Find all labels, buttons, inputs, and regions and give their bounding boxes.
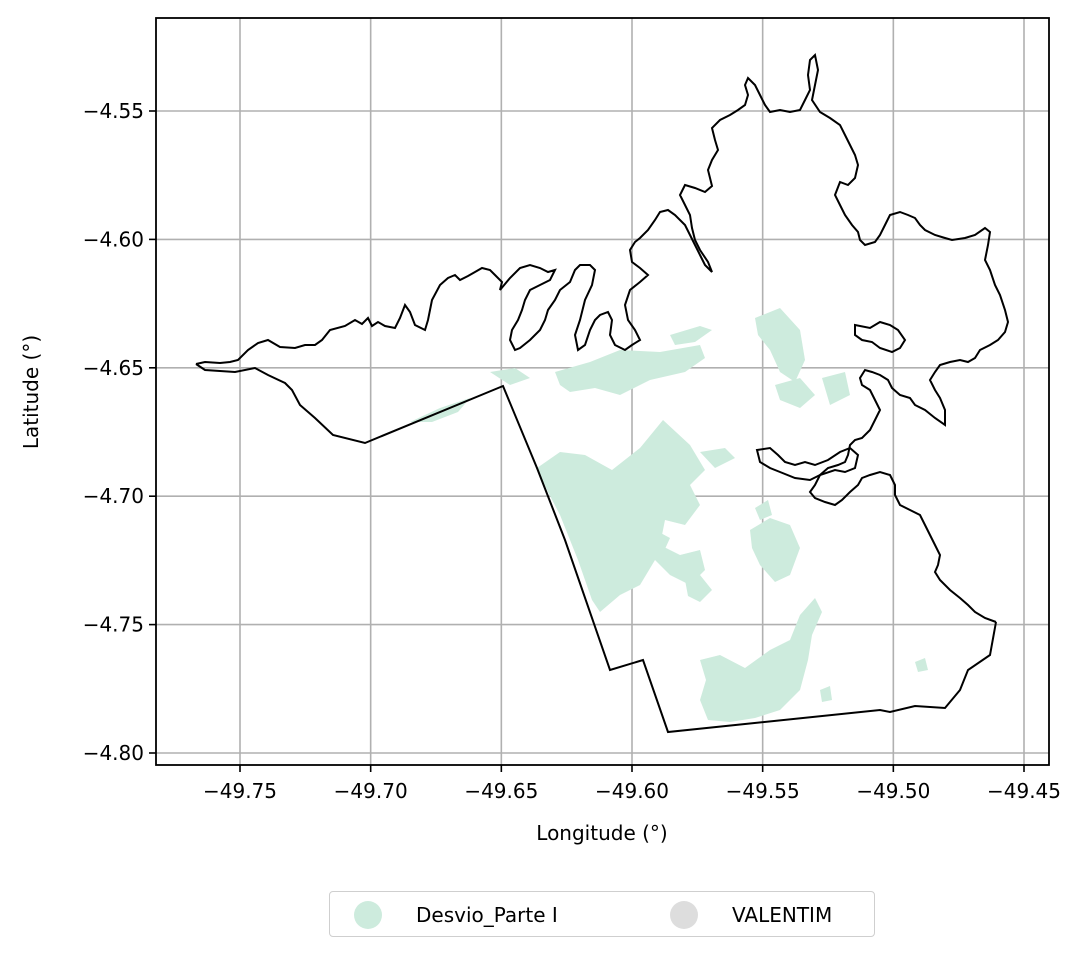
- x-tick-label: −49.45: [987, 779, 1061, 803]
- y-axis-ticks: −4.55 −4.60 −4.65 −4.70 −4.75 −4.80: [83, 99, 156, 765]
- patch-central-lower: [640, 530, 670, 560]
- patch-mid-dots: [700, 448, 735, 468]
- x-tick-label: −49.55: [726, 779, 800, 803]
- boundary-inner-loop-2: [755, 446, 860, 482]
- x-axis-title: Longitude (°): [536, 821, 667, 845]
- patch-mid-east: [755, 308, 805, 382]
- y-tick-label: −4.70: [83, 484, 144, 508]
- x-axis-ticks: −49.75 −49.70 −49.65 −49.60 −49.55 −49.50 −49.…: [203, 765, 1061, 803]
- patch-south-right: [820, 686, 832, 702]
- y-axis-title: Latitude (°): [19, 335, 43, 449]
- patch-east-strip: [775, 378, 815, 408]
- legend-marker-valentim: [670, 901, 698, 929]
- legend-label-valentim: VALENTIM: [732, 903, 833, 927]
- patch-upper-west: [490, 368, 530, 385]
- y-tick-label: −4.65: [83, 356, 144, 380]
- y-tick-label: −4.55: [83, 99, 144, 123]
- legend-item-valentim: VALENTIM: [670, 892, 832, 938]
- x-tick-label: −49.65: [464, 779, 538, 803]
- boundary-inner-loop-1: [854, 320, 907, 354]
- patch-far-east: [915, 658, 928, 672]
- patch-center-small: [685, 575, 712, 602]
- axes-frame: [155, 17, 1050, 766]
- patch-upper-strip: [670, 326, 712, 345]
- desvio-parte-i-area: [410, 308, 928, 722]
- legend-label-desvio: Desvio_Parte I: [416, 903, 558, 927]
- patch-left-edge: [410, 398, 470, 422]
- y-tick-label: −4.60: [83, 227, 144, 251]
- boundary-north-river: [195, 52, 1010, 623]
- patch-mid-right-2: [755, 500, 772, 520]
- x-tick-label: −49.70: [334, 779, 408, 803]
- patch-mid-right: [750, 518, 800, 582]
- grid-lines: [156, 18, 1049, 765]
- legend-item-desvio: Desvio_Parte I: [354, 892, 558, 938]
- y-tick-label: −4.80: [83, 741, 144, 765]
- x-tick-label: −49.60: [595, 779, 669, 803]
- x-tick-label: −49.75: [203, 779, 277, 803]
- legend-marker-desvio: [354, 901, 382, 929]
- patch-east-2: [822, 372, 850, 405]
- patch-south: [700, 598, 822, 722]
- patch-upper-mid: [555, 345, 705, 395]
- legend: Desvio_Parte I VALENTIM: [329, 891, 875, 937]
- x-tick-label: −49.50: [856, 779, 930, 803]
- boundary-south-polygon: [195, 363, 997, 734]
- patch-central-west: [537, 420, 705, 612]
- study-area-boundary: [195, 52, 1010, 734]
- y-tick-label: −4.75: [83, 613, 144, 637]
